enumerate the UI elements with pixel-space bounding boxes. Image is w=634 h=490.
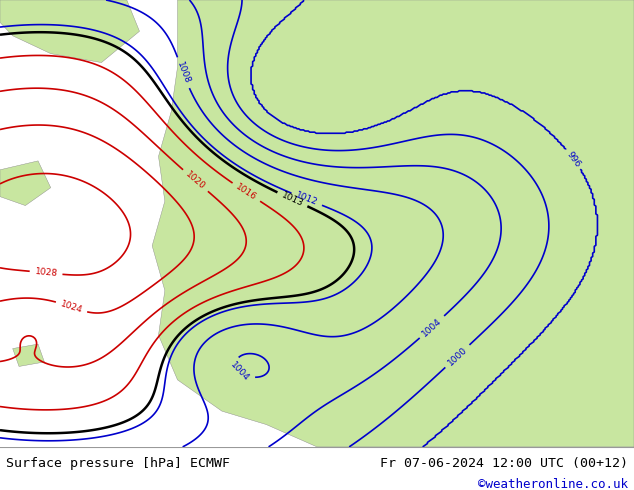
Text: 1013: 1013: [280, 191, 305, 208]
Polygon shape: [13, 344, 44, 367]
Text: 1004: 1004: [229, 360, 251, 383]
Text: 1012: 1012: [294, 191, 319, 208]
Text: 1028: 1028: [34, 267, 58, 278]
Polygon shape: [152, 0, 634, 447]
Text: Fr 07-06-2024 12:00 UTC (00+12): Fr 07-06-2024 12:00 UTC (00+12): [380, 457, 628, 470]
Text: ©weatheronline.co.uk: ©weatheronline.co.uk: [477, 478, 628, 490]
Text: 1020: 1020: [184, 170, 207, 192]
Text: 1024: 1024: [60, 299, 84, 315]
Text: Surface pressure [hPa] ECMWF: Surface pressure [hPa] ECMWF: [6, 457, 230, 470]
Text: 1000: 1000: [446, 345, 469, 368]
Text: 1016: 1016: [234, 182, 259, 202]
Text: 1004: 1004: [420, 316, 444, 338]
Polygon shape: [0, 161, 51, 206]
Text: 1008: 1008: [175, 60, 191, 85]
Text: 996: 996: [565, 149, 582, 169]
Polygon shape: [0, 0, 139, 63]
